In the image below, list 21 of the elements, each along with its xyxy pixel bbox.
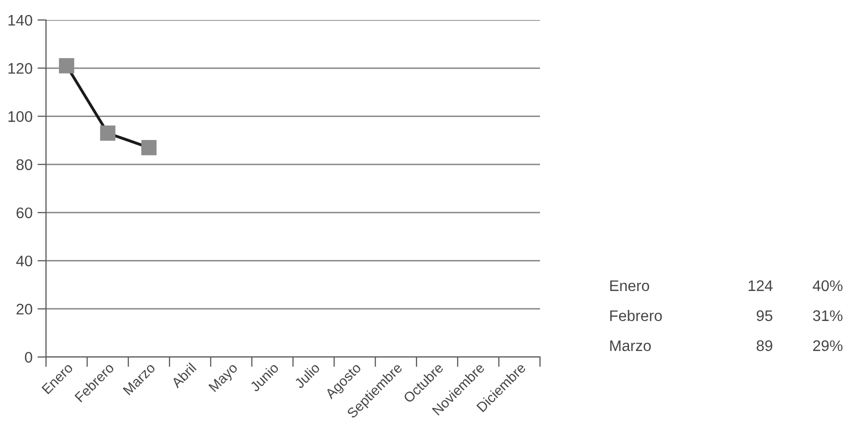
y-tick-label: 40 <box>16 256 32 266</box>
text: 124 <box>748 280 773 291</box>
text: 89 <box>756 340 772 352</box>
text: Enero <box>610 280 650 292</box>
point <box>58 58 74 74</box>
y-tick-label: 120 <box>8 63 32 74</box>
text: Febrero <box>610 310 662 322</box>
y-tick-label: 100 <box>8 111 32 122</box>
text: 95 <box>756 310 772 322</box>
point <box>100 125 116 141</box>
y-tick-label: 140 <box>8 14 32 26</box>
y-tick-label: 0 <box>24 352 32 363</box>
y-tick-label: 60 <box>16 207 32 218</box>
x-tick-label: Julio <box>294 362 320 389</box>
text: 29% <box>813 340 842 352</box>
y-tick-label: 20 <box>16 304 32 315</box>
text: Marzo <box>610 340 651 352</box>
text: 40% <box>812 280 842 292</box>
y-tick-label: 80 <box>16 159 32 170</box>
point <box>141 140 157 156</box>
text: 31% <box>813 310 842 322</box>
